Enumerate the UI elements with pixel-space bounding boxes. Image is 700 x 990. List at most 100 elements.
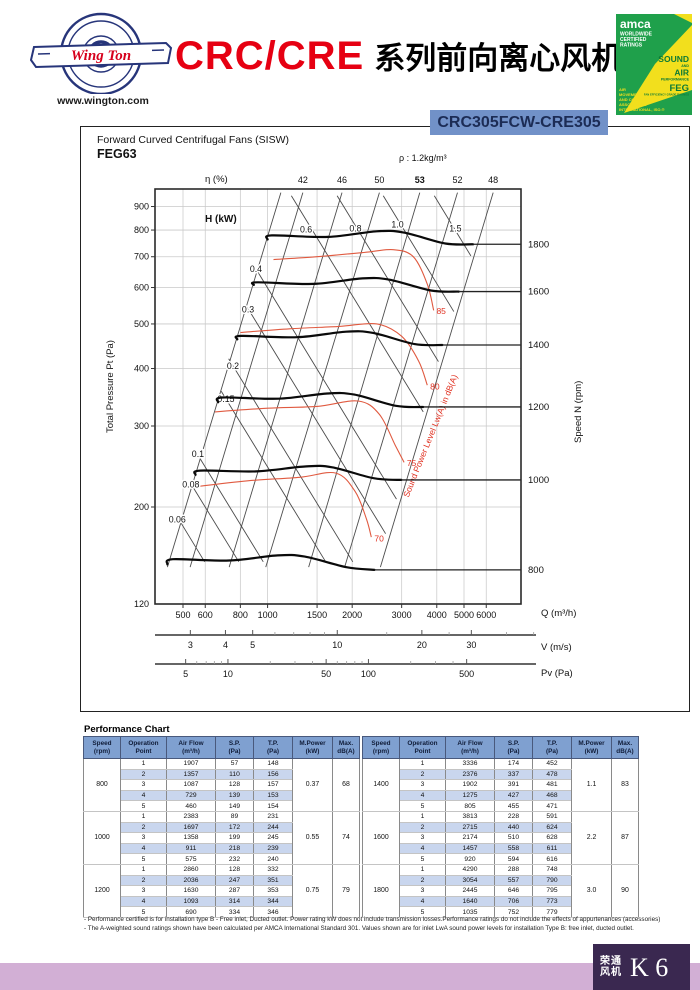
table-cell: 344 [253, 895, 293, 908]
table-cell: 110 [215, 768, 254, 781]
power-label-1.5: 1.5 [449, 224, 461, 234]
table-cell: 174 [494, 758, 533, 770]
v-tick-label-20: 20 [417, 640, 427, 650]
x-tick-label-500: 500 [175, 610, 190, 620]
table-cell: 481 [532, 779, 572, 791]
speed-axis-label-800: 800 [528, 565, 544, 576]
power-line-1.5 [433, 195, 472, 257]
table-cell: 773 [532, 895, 572, 908]
table-row: 1400 1 3336 174 452 1.1 83 [362, 758, 639, 812]
table-cell: 353 [253, 885, 293, 897]
table-cell: 4 [120, 842, 167, 855]
website-url[interactable]: www.wington.com [57, 95, 149, 107]
mpower-cell: 3.0 [571, 863, 612, 918]
table-cell: 1087 [166, 779, 216, 791]
sound-label-75: 75 [407, 458, 417, 468]
max-db-cell: 79 [332, 863, 360, 918]
amca-yellow-wedge [624, 25, 692, 113]
table-cell: 1 [120, 863, 167, 876]
table-cell: 240 [253, 853, 293, 865]
power-line-1.0 [382, 195, 455, 312]
title-series: CRC/CRE [175, 34, 365, 78]
table-cell: 4 [120, 895, 167, 908]
table-row: 1600 1 3813 228 591 2.2 87 [362, 810, 639, 865]
amca-brand: amca [620, 17, 651, 31]
table-row: 1200 1 2860 128 332 0.75 79 [83, 863, 360, 918]
table-row: 2 3054 557 790 [363, 874, 639, 887]
footnote-1: - Performance certified is for installat… [84, 916, 661, 923]
pv-tick-label-5: 5 [183, 669, 188, 679]
y-tick-label-500: 500 [134, 319, 149, 329]
power-line-0.15 [220, 391, 327, 563]
column-header: Speed (rpm) [83, 736, 121, 759]
y-tick-label-700: 700 [134, 252, 149, 262]
speed-axis-label-1800: 1800 [528, 239, 549, 250]
table-cell: 245 [253, 832, 293, 844]
table-cell: 3813 [445, 810, 495, 823]
amca-assoc-1: AIR [619, 87, 626, 92]
power-axis-label: H (kW) [205, 214, 237, 225]
table-cell: 139 [215, 789, 254, 802]
amca-feg-sub: FAN EFFICIENCY GRADE RATINGS [644, 93, 689, 97]
table-cell: 611 [532, 842, 572, 855]
feg-rating: FEG63 [97, 147, 137, 161]
speed-cell: 1600 [362, 810, 400, 865]
table-row: 800 1 1907 57 148 0.37 68 [83, 758, 360, 812]
table-cell: 2376 [445, 768, 495, 781]
amca-air: AIR [674, 68, 689, 78]
x-tick-label-3000: 3000 [392, 610, 412, 620]
column-header: M.Power (kW) [292, 736, 333, 759]
performance-table-left: Speed (rpm) Operation Point Air Flow (m³/h… [83, 736, 360, 918]
table-cell: 3054 [445, 874, 495, 887]
power-label-0.8: 0.8 [349, 224, 361, 234]
efficiency-line-envelope [166, 192, 282, 568]
column-header: Operation Point [399, 736, 446, 759]
sound-curve-80 [240, 322, 428, 386]
max-db-cell: 90 [611, 863, 639, 918]
efficiency-axis-label: η (%) [205, 174, 228, 185]
table-cell: 156 [253, 768, 293, 781]
speed-cell: 1000 [83, 810, 121, 865]
performance-chart-title: Performance Chart [84, 724, 170, 735]
max-db-cell: 74 [332, 810, 360, 865]
fan-curve-plot: 42 46 50 53 52 48707580850.060.080.10.150.20.… [134, 175, 549, 679]
table-cell: 351 [253, 874, 293, 887]
table-cell: 790 [532, 874, 572, 887]
table-cell: 2174 [445, 832, 495, 844]
column-header: Max. dB(A) [332, 736, 360, 759]
table-row: 3 2445 646 795 [363, 885, 639, 897]
performance-table-right: Speed (rpm) Operation Point Air Flow (m³/h… [362, 736, 639, 918]
efficiency-line-46 [228, 192, 343, 568]
y-tick-label-300: 300 [134, 421, 149, 431]
table-row: 5 690 334 346 [84, 906, 360, 918]
logo-ribbon [30, 41, 173, 69]
brand-chinese: 荣通 风机 [600, 956, 622, 979]
table-cell: 218 [215, 842, 254, 855]
table-cell: 3 [399, 779, 446, 791]
mpower-cell: 2.2 [571, 810, 612, 865]
max-db-cell: 87 [611, 810, 639, 865]
table-cell: 5 [399, 853, 446, 865]
table-cell: 920 [445, 853, 495, 865]
footnote-2: - The A-weighted sound ratings shown hav… [84, 925, 634, 932]
sound-curve-70 [192, 471, 372, 538]
table-cell: 5 [120, 853, 167, 865]
power-label-0.2: 0.2 [227, 361, 239, 371]
table-cell: 4 [399, 895, 446, 908]
table-cell: 594 [494, 853, 533, 865]
table-row: 4 911 218 239 [84, 842, 360, 855]
table-cell: 239 [253, 842, 293, 855]
table-cell: 1 [120, 758, 167, 770]
power-line-0.2 [228, 358, 354, 563]
table-cell: 455 [494, 800, 533, 812]
power-label-0.06: 0.06 [169, 514, 186, 524]
efficiency-line-52 [344, 192, 458, 568]
amca-assoc-3: AND CONTROL [619, 97, 649, 102]
flow-axis-unit: Q (m³/h) [541, 608, 577, 619]
model-banner: CRC305FCW-CRE305 [430, 110, 608, 135]
column-header: S.P. (Pa) [215, 736, 254, 759]
amca-yellow-corner [674, 14, 692, 23]
table-cell: 128 [215, 863, 254, 876]
power-label-0.15: 0.15 [217, 394, 234, 404]
amca-badge: amca WORLDWIDE CERTIFIED RATINGS SOUND A… [616, 14, 692, 115]
